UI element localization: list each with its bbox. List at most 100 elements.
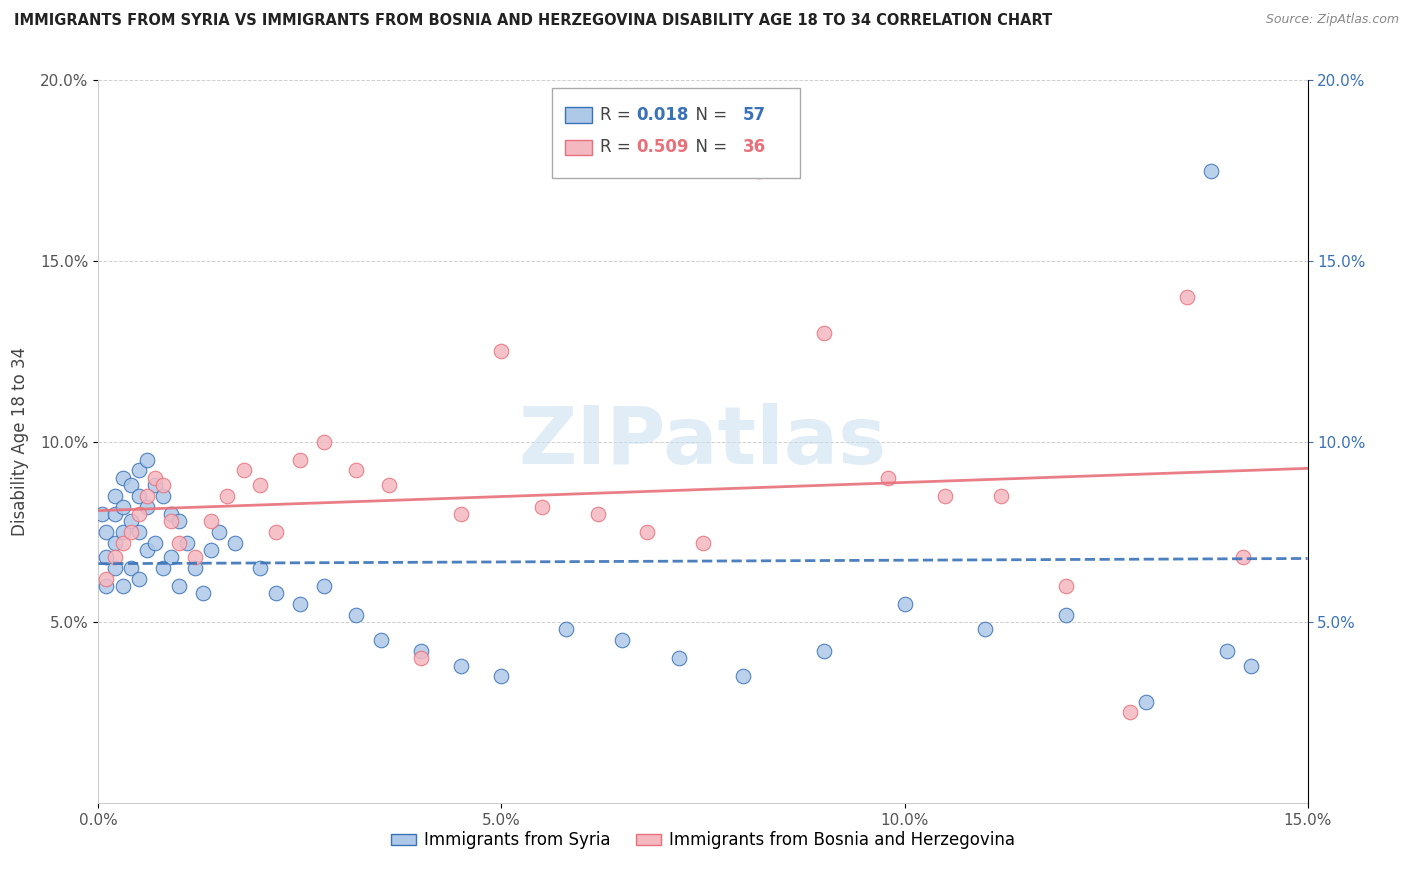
Point — [167, 514, 190, 528]
Point — [990, 489, 1012, 503]
Point — [167, 579, 190, 593]
Point — [1240, 658, 1263, 673]
Point — [103, 535, 125, 549]
Point — [1232, 550, 1254, 565]
Point — [184, 550, 207, 565]
Point — [1175, 290, 1198, 304]
Point — [1054, 607, 1077, 622]
Point — [111, 524, 134, 539]
Point — [111, 535, 134, 549]
Point — [96, 550, 118, 565]
Point — [120, 524, 142, 539]
Point — [692, 535, 714, 549]
Point — [409, 651, 432, 665]
Point — [96, 524, 118, 539]
Text: Source: ZipAtlas.com: Source: ZipAtlas.com — [1265, 13, 1399, 27]
Point — [143, 535, 166, 549]
Point — [288, 597, 311, 611]
Point — [1216, 644, 1239, 658]
Point — [120, 514, 142, 528]
Point — [135, 500, 157, 514]
Point — [193, 586, 215, 600]
Text: N =: N = — [685, 138, 733, 156]
Point — [160, 514, 183, 528]
Point — [111, 500, 134, 514]
Point — [128, 489, 150, 503]
Point — [934, 489, 956, 503]
Point — [128, 507, 150, 521]
Point — [974, 623, 997, 637]
Point — [200, 514, 222, 528]
Text: N =: N = — [685, 106, 733, 124]
Point — [135, 542, 157, 557]
Point — [877, 471, 900, 485]
Point — [176, 535, 198, 549]
Point — [217, 489, 239, 503]
Point — [152, 561, 174, 575]
Text: 57: 57 — [742, 106, 766, 124]
Point — [200, 542, 222, 557]
Point — [1054, 579, 1077, 593]
Point — [143, 478, 166, 492]
Point — [1199, 163, 1222, 178]
Point — [111, 579, 134, 593]
Point — [232, 463, 254, 477]
Point — [450, 507, 472, 521]
Point — [1135, 695, 1157, 709]
Point — [103, 507, 125, 521]
Point — [128, 572, 150, 586]
Point — [288, 452, 311, 467]
Y-axis label: Disability Age 18 to 34: Disability Age 18 to 34 — [11, 347, 30, 536]
Point — [636, 524, 658, 539]
FancyBboxPatch shape — [551, 87, 800, 178]
Point — [264, 524, 287, 539]
Point — [103, 489, 125, 503]
Point — [344, 463, 367, 477]
Text: 0.018: 0.018 — [637, 106, 689, 124]
Point — [96, 572, 118, 586]
Point — [152, 489, 174, 503]
Point — [135, 452, 157, 467]
FancyBboxPatch shape — [565, 107, 592, 123]
Point — [555, 623, 578, 637]
Text: 0.509: 0.509 — [637, 138, 689, 156]
Point — [314, 579, 336, 593]
Point — [344, 607, 367, 622]
Point — [668, 651, 690, 665]
Point — [103, 561, 125, 575]
Point — [450, 658, 472, 673]
Point — [530, 500, 553, 514]
Point — [377, 478, 399, 492]
Point — [249, 478, 271, 492]
Point — [409, 644, 432, 658]
Point — [96, 579, 118, 593]
Text: IMMIGRANTS FROM SYRIA VS IMMIGRANTS FROM BOSNIA AND HERZEGOVINA DISABILITY AGE 1: IMMIGRANTS FROM SYRIA VS IMMIGRANTS FROM… — [14, 13, 1052, 29]
Point — [813, 326, 835, 340]
Point — [893, 597, 915, 611]
Legend: Immigrants from Syria, Immigrants from Bosnia and Herzegovina: Immigrants from Syria, Immigrants from B… — [384, 824, 1022, 856]
Point — [1119, 706, 1142, 720]
Point — [224, 535, 246, 549]
Point — [103, 550, 125, 565]
Point — [128, 463, 150, 477]
Point — [264, 586, 287, 600]
Text: ZIPatlas: ZIPatlas — [519, 402, 887, 481]
Point — [491, 344, 513, 359]
Point — [120, 478, 142, 492]
Point — [370, 633, 392, 648]
Point — [120, 561, 142, 575]
Point — [91, 507, 114, 521]
Point — [491, 669, 513, 683]
Point — [143, 471, 166, 485]
FancyBboxPatch shape — [565, 139, 592, 155]
Point — [748, 163, 770, 178]
Point — [184, 561, 207, 575]
Point — [249, 561, 271, 575]
Point — [111, 471, 134, 485]
Point — [152, 478, 174, 492]
Point — [128, 524, 150, 539]
Point — [208, 524, 231, 539]
Point — [160, 550, 183, 565]
Text: 36: 36 — [742, 138, 766, 156]
Point — [167, 535, 190, 549]
